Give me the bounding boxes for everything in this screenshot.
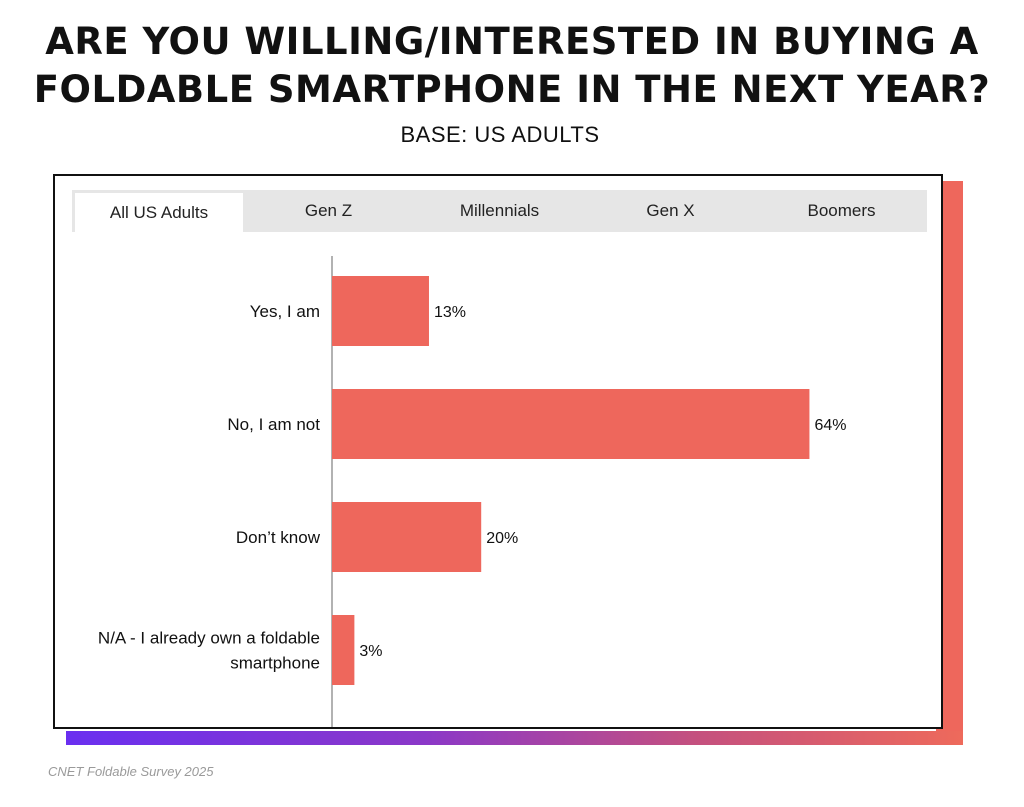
category-label-2-line-0: Don’t know (236, 528, 321, 547)
category-label-3-line-1: smartphone (230, 654, 320, 673)
title-line-1: ARE YOU WILLING/INTERESTED IN BUYING A (45, 20, 979, 63)
category-label-0: Yes, I am (250, 302, 320, 321)
bar-3 (332, 615, 355, 685)
value-label-0: 13% (434, 304, 466, 321)
value-label-1: 64% (814, 417, 846, 434)
category-label-1-line-0: No, I am not (227, 415, 320, 434)
value-label-3: 3% (359, 643, 382, 660)
tab-gen-x[interactable]: Gen X (646, 201, 695, 220)
category-label-3-line-0: N/A - I already own a foldable (98, 629, 320, 648)
category-label-2: Don’t know (236, 528, 321, 547)
chart-panel: All US Adults Gen Z Millennials Gen X Bo… (53, 174, 943, 729)
tab-boomers[interactable]: Boomers (807, 201, 876, 220)
source-footer: CNET Foldable Survey 2025 (48, 764, 214, 779)
title-line-2: FOLDABLE SMARTPHONE IN THE NEXT YEAR? (33, 68, 991, 111)
tab-gen-z[interactable]: Gen Z (304, 201, 353, 220)
accent-shadow-bottom (66, 731, 963, 745)
tab-all-us-adults[interactable]: All US Adults (75, 193, 243, 232)
category-label-0-line-0: Yes, I am (250, 302, 320, 321)
category-label-3: N/A - I already own a foldable smartphone (98, 629, 320, 673)
bar-chart: 13% Yes, I am 64% No, I am not 20% Don’t know… (98, 256, 846, 727)
bar-2 (332, 502, 482, 572)
chart-title: ARE YOU WILLING/INTERESTED IN BUYING A F… (0, 18, 1024, 114)
category-label-1: No, I am not (227, 415, 320, 434)
bar-0 (332, 276, 429, 346)
tab-bar: All US Adults Gen Z Millennials Gen X Bo… (72, 190, 927, 232)
chart-subtitle: BASE: US ADULTS (400, 122, 600, 147)
bar-1 (332, 389, 810, 459)
value-label-2: 20% (486, 530, 518, 547)
tab-millennials[interactable]: Millennials (459, 201, 540, 220)
